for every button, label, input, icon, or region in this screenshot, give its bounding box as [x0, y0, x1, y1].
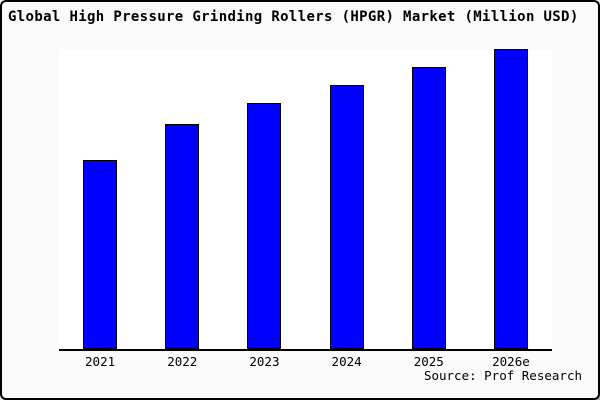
- bars-container: [59, 49, 552, 349]
- bar: [83, 160, 118, 349]
- bar-slot: [306, 49, 388, 349]
- bar-slot: [59, 49, 141, 349]
- bar: [247, 103, 282, 349]
- plot-area: [59, 49, 552, 351]
- x-tick-label: 2024: [331, 354, 362, 369]
- x-axis-labels: 2021 2022 2023 2024 2025 2026e: [59, 354, 552, 369]
- bar: [493, 49, 528, 349]
- bar-slot: [470, 49, 552, 349]
- chart-title: Global High Pressure Grinding Rollers (H…: [8, 9, 579, 25]
- bar: [411, 67, 446, 349]
- source-credit: Source: Prof Research: [423, 368, 582, 383]
- x-tick-label: 2021: [85, 354, 116, 369]
- bar-slot: [141, 49, 223, 349]
- bar-slot: [388, 49, 470, 349]
- bar-slot: [223, 49, 305, 349]
- bar: [165, 124, 200, 349]
- x-tick-label: 2023: [249, 354, 280, 369]
- x-tick-label: 2025: [413, 354, 444, 369]
- x-tick-label: 2022: [167, 354, 198, 369]
- x-tick-label: 2026e: [492, 354, 530, 369]
- bar: [329, 85, 364, 349]
